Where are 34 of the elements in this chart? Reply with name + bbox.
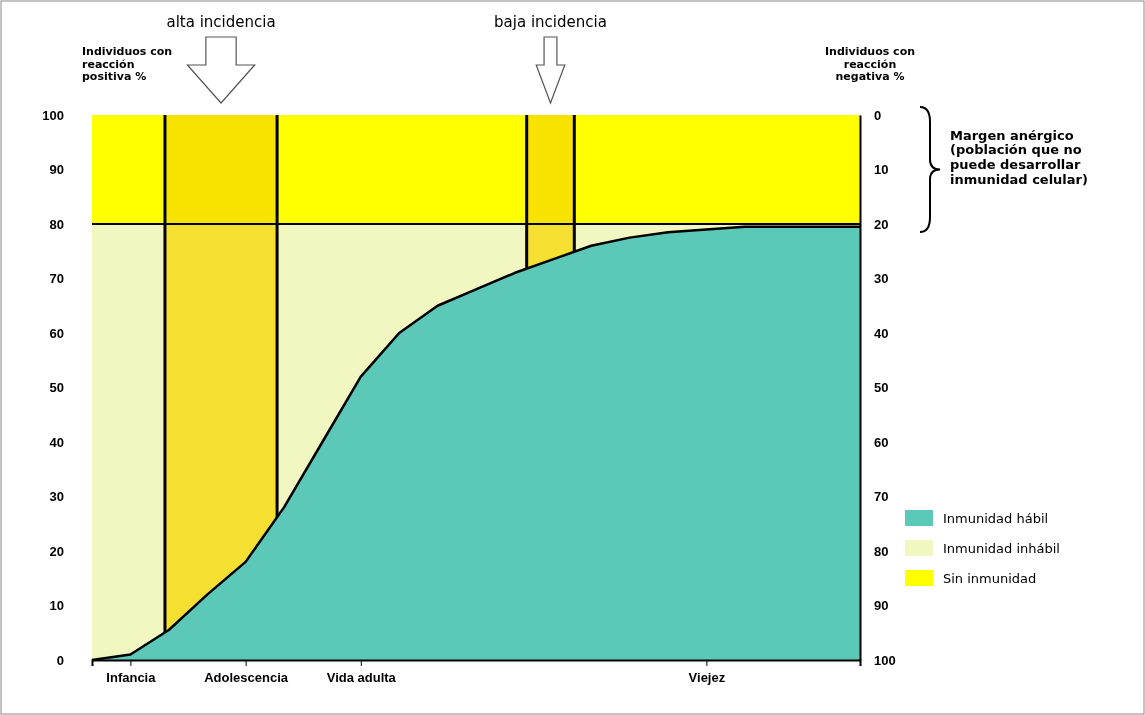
y2-tick-label: 30 xyxy=(874,271,889,287)
y-tick-label: 90 xyxy=(49,162,64,178)
text: alta incidencia xyxy=(166,13,276,31)
y-tick-label: 50 xyxy=(49,380,64,396)
x-tick-label: Vida adulta xyxy=(326,670,397,685)
y2-tick-label: 0 xyxy=(874,107,882,123)
text: Margen anérgico (población que no puede desarrollar inmunidad celular) xyxy=(950,127,1088,188)
y-tick-label: 0 xyxy=(56,652,64,668)
y-tick-label: 100 xyxy=(42,107,64,123)
legend-label: Sin inmunidad xyxy=(943,571,1037,586)
y2-tick-label: 10 xyxy=(874,162,889,178)
y2-tick-label: 20 xyxy=(874,216,889,232)
y-tick-label: 30 xyxy=(49,489,64,505)
y-tick-label: 40 xyxy=(49,434,64,450)
y2-tick-label: 100 xyxy=(874,652,896,668)
y2-axis-title: Individuos con reacción negativa % xyxy=(824,45,916,84)
y2-tick-label: 60 xyxy=(874,434,889,450)
y-tick-label: 70 xyxy=(49,271,64,287)
legend-label: Inmunidad inhábil xyxy=(943,541,1060,556)
y-tick-label: 60 xyxy=(49,325,64,341)
x-tick-label: Viejez xyxy=(688,670,726,685)
y2-tick-label: 80 xyxy=(874,543,889,559)
y2-tick-label: 70 xyxy=(874,489,889,505)
y-tick-label: 80 xyxy=(49,216,64,232)
y2-tick-label: 50 xyxy=(874,380,889,396)
x-tick-label: Adolescencia xyxy=(204,670,289,685)
text: baja incidencia xyxy=(494,13,607,31)
y-tick-label: 20 xyxy=(49,543,64,559)
y-tick-label: 10 xyxy=(49,598,64,614)
x-tick-label: Infancia xyxy=(106,670,157,685)
y2-tick-label: 40 xyxy=(874,325,889,341)
y-axis-title: Individuos con reacción positiva % xyxy=(82,45,173,84)
y2-tick-label: 90 xyxy=(874,598,889,614)
legend-label: Inmunidad hábil xyxy=(943,511,1049,526)
